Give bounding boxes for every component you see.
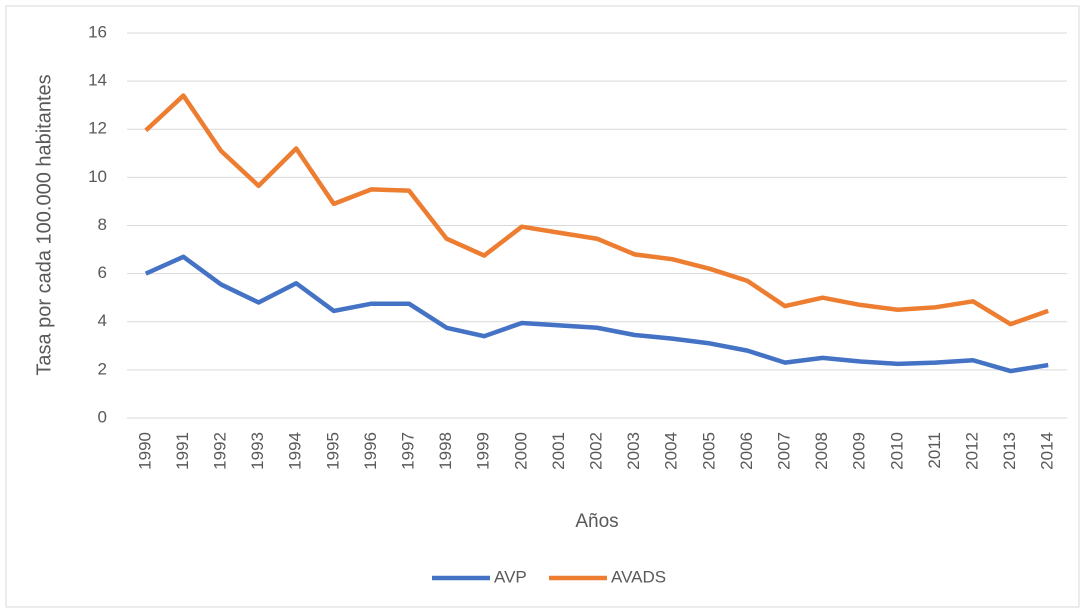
y-tick-label: 0	[98, 407, 107, 426]
y-tick-label: 12	[88, 119, 107, 138]
x-tick-label: 1999	[474, 432, 493, 470]
x-tick-label: 2004	[662, 432, 681, 470]
y-axis-label: Tasa por cada 100.000 habitantes	[33, 74, 55, 375]
x-tick-label: 2003	[624, 432, 643, 470]
x-tick-label: 1991	[173, 432, 192, 470]
legend-label: AVADS	[611, 567, 666, 586]
y-tick-label: 14	[88, 71, 107, 90]
x-tick-label: 2007	[774, 432, 793, 470]
x-tick-label: 2010	[887, 432, 906, 470]
x-tick-label: 2005	[699, 432, 718, 470]
y-tick-label: 10	[88, 167, 107, 186]
chart-frame	[5, 5, 1080, 608]
x-tick-label: 1998	[436, 432, 455, 470]
x-tick-label: 1992	[210, 432, 229, 470]
x-tick-label: 1996	[361, 432, 380, 470]
x-axis-label: Años	[575, 511, 618, 532]
x-tick-label: 2009	[850, 432, 869, 470]
x-tick-label: 2011	[925, 432, 944, 469]
x-tick-label: 1997	[398, 432, 417, 470]
y-tick-label: 2	[98, 359, 107, 378]
x-tick-label: 2002	[586, 432, 605, 470]
x-tick-label: 2001	[549, 432, 568, 470]
x-tick-label: 2012	[962, 432, 981, 470]
x-tick-label: 2008	[812, 432, 831, 470]
y-tick-label: 16	[88, 22, 107, 41]
x-tick-label: 1990	[135, 432, 154, 470]
x-tick-label: 1993	[248, 432, 267, 470]
x-tick-label: 2000	[511, 432, 530, 470]
series-line	[144, 93, 1049, 327]
series-line	[144, 254, 1049, 374]
x-tick-label: 2013	[1000, 432, 1019, 470]
legend-label: AVP	[494, 567, 527, 586]
x-tick-label: 1995	[323, 432, 342, 470]
x-tick-label: 2014	[1038, 432, 1057, 470]
y-tick-label: 6	[98, 263, 107, 282]
y-tick-label: 4	[98, 311, 107, 330]
x-tick-label: 2006	[737, 432, 756, 470]
x-tick-label: 1994	[286, 432, 305, 470]
y-tick-label: 8	[98, 215, 107, 234]
